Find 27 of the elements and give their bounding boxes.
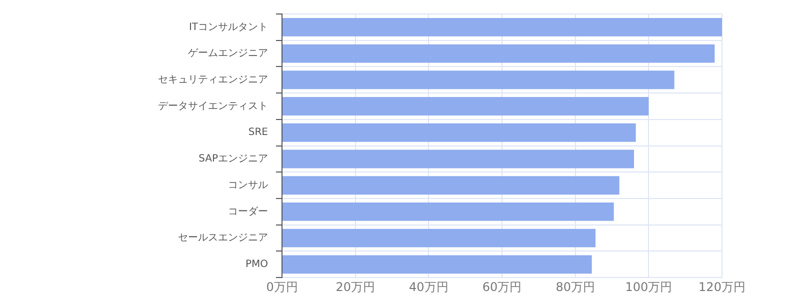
y-tick-label: ITコンサルタント — [188, 22, 268, 33]
x-tick-label: 80万円 — [556, 280, 595, 294]
y-tick-label: SAPエンジニア — [198, 154, 268, 165]
x-tick-label: 100万円 — [625, 280, 672, 294]
y-tick-label: ゲームエンジニア — [188, 48, 268, 60]
x-tick-label: 20万円 — [336, 280, 375, 294]
x-tick-label: 0万円 — [266, 280, 298, 294]
x-tick-label: 120万円 — [698, 280, 746, 294]
y-tick-label: SRE — [248, 127, 268, 138]
x-tick-label: 40万円 — [409, 280, 448, 294]
bar — [282, 18, 722, 36]
bar — [282, 44, 715, 63]
y-tick-label: セキュリティエンジニア — [158, 74, 268, 86]
bar — [282, 202, 614, 221]
bar — [282, 255, 592, 274]
y-tick-label: コーダー — [228, 205, 268, 218]
bar — [282, 97, 649, 116]
bar — [282, 70, 674, 90]
x-tick-label: 60万円 — [482, 280, 522, 294]
bar — [282, 176, 620, 195]
y-tick-label: PMO — [245, 259, 268, 270]
bar — [282, 150, 634, 168]
y-tick-label: コンサル — [228, 180, 268, 191]
bar — [282, 228, 596, 248]
bar — [282, 123, 636, 142]
y-tick-label: データサイエンティスト — [158, 100, 268, 112]
y-tick-label: セールスエンジニア — [178, 232, 268, 244]
